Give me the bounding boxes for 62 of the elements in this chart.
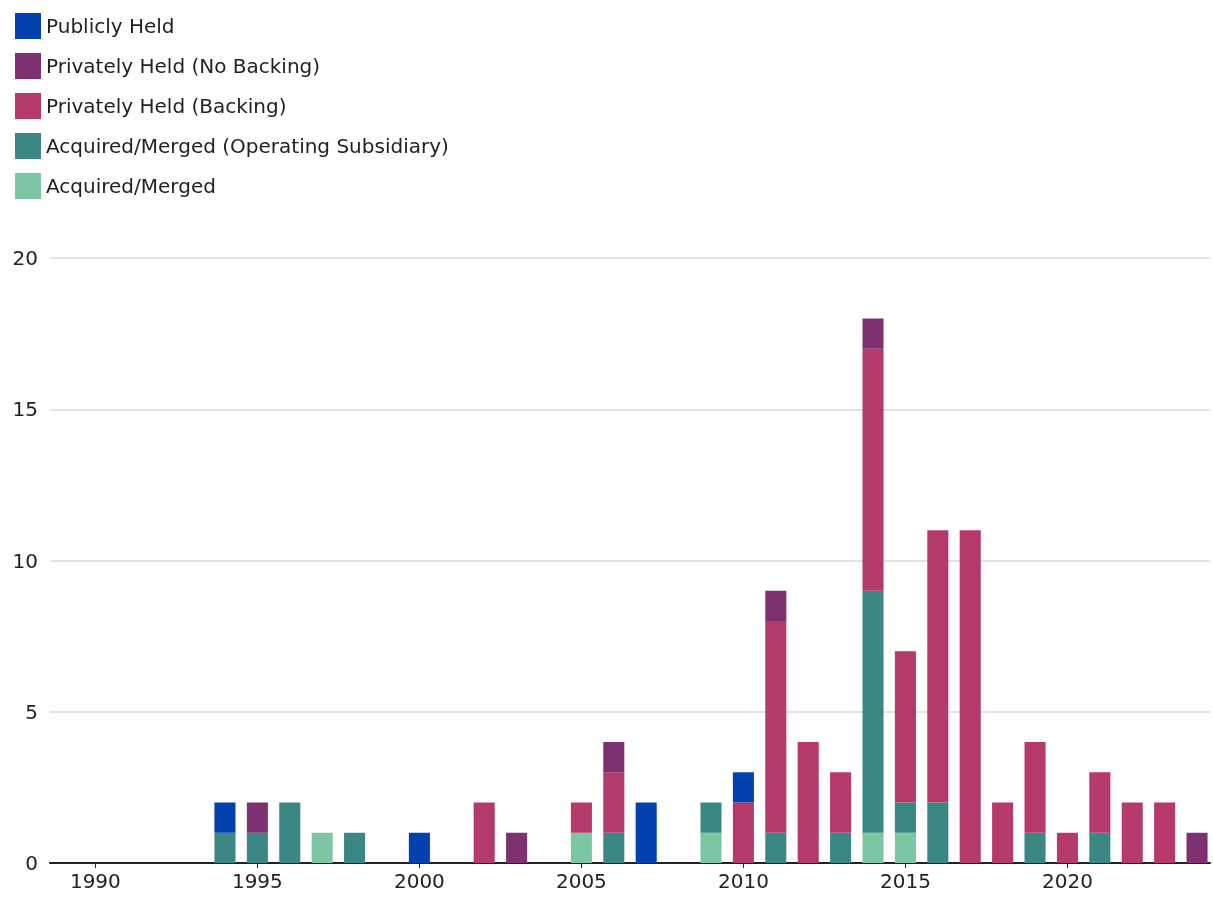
bar <box>765 590 787 621</box>
bar <box>344 832 366 863</box>
bar <box>246 802 268 833</box>
y-tick-label: 5 <box>25 699 38 724</box>
bar <box>279 802 301 863</box>
x-tick-label: 1990 <box>69 869 121 893</box>
bar <box>927 530 949 803</box>
bar <box>1186 832 1208 863</box>
legend-label: Acquired/Merged (Operating Subsidiary) <box>46 134 449 158</box>
legend-label: Privately Held (Backing) <box>46 94 287 118</box>
bar <box>1121 802 1143 863</box>
bar <box>246 832 268 863</box>
bar <box>797 742 819 863</box>
bar <box>830 772 852 833</box>
x-tick-label: 2010 <box>717 869 769 893</box>
bar <box>408 832 430 863</box>
bar <box>1089 832 1111 863</box>
x-tick-label: 1995 <box>231 869 283 893</box>
bar <box>732 802 754 863</box>
bar <box>894 832 916 863</box>
bar <box>311 832 333 863</box>
bar <box>862 832 884 863</box>
y-tick-label: 10 <box>12 548 38 573</box>
legend-label: Publicly Held <box>46 14 175 38</box>
bar <box>765 621 787 833</box>
bar <box>894 651 916 803</box>
bar <box>570 832 592 863</box>
y-tick-label: 15 <box>12 397 38 422</box>
bar <box>1024 742 1046 833</box>
bar <box>1154 802 1176 863</box>
bar <box>570 802 592 833</box>
bar <box>862 318 884 349</box>
bar <box>214 832 236 863</box>
x-tick-label: 2000 <box>393 869 445 893</box>
bar <box>894 802 916 833</box>
bar <box>959 530 981 863</box>
bar <box>862 590 884 833</box>
bar <box>700 802 722 833</box>
bar <box>700 832 722 863</box>
bar <box>635 802 657 863</box>
bar <box>830 832 852 863</box>
bar <box>927 802 949 863</box>
x-tick-label: 2015 <box>879 869 931 893</box>
bar <box>473 802 495 863</box>
bar <box>862 348 884 591</box>
bar <box>603 742 625 773</box>
bar <box>1089 772 1111 833</box>
bar <box>765 832 787 863</box>
bar <box>506 832 528 863</box>
bar <box>732 772 754 803</box>
legend-label: Privately Held (No Backing) <box>46 54 321 78</box>
bar <box>992 802 1014 863</box>
bar <box>214 802 236 833</box>
y-tick-label: 0 <box>25 851 38 875</box>
bar <box>603 832 625 863</box>
bar <box>1056 832 1078 863</box>
y-tick-label: 20 <box>12 246 38 270</box>
x-tick-label: 2020 <box>1041 869 1093 893</box>
x-tick-label: 2005 <box>555 869 607 893</box>
bar <box>1024 832 1046 863</box>
bar <box>603 772 625 833</box>
legend-label: Acquired/Merged <box>46 174 216 198</box>
